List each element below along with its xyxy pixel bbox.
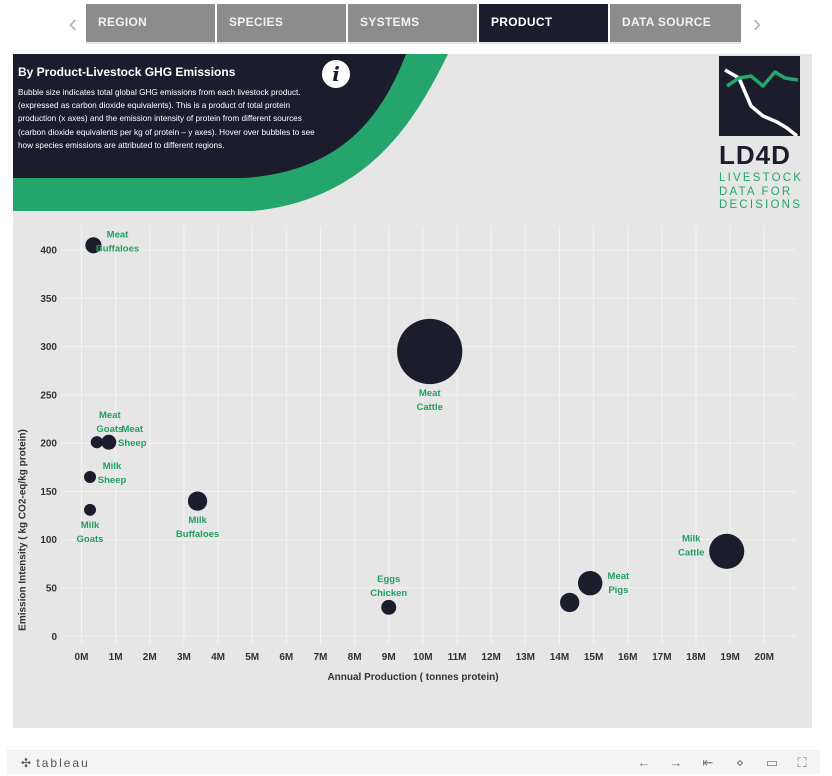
x-tick-label: 15M bbox=[584, 652, 603, 663]
logo-mark bbox=[719, 56, 800, 136]
data-label: Meat bbox=[107, 229, 129, 240]
data-label: Meat bbox=[419, 388, 441, 399]
tab-prev-chevron-icon[interactable]: ‹ bbox=[68, 8, 78, 38]
data-label: Milk bbox=[103, 461, 122, 472]
x-tick-label: 14M bbox=[550, 652, 569, 663]
logo-tagline-line: DECISIONS bbox=[719, 199, 803, 211]
x-tick-label: 18M bbox=[686, 652, 705, 663]
data-bubble bbox=[90, 436, 103, 449]
x-tick-label: 19M bbox=[720, 652, 739, 663]
x-tick-label: 8M bbox=[348, 652, 362, 663]
data-bubble bbox=[577, 570, 603, 596]
info-icon[interactable]: i bbox=[320, 58, 352, 90]
logo-tagline-line: LIVESTOCK bbox=[719, 172, 804, 184]
header-banner-shape bbox=[13, 54, 448, 211]
x-tick-label: 9M bbox=[382, 652, 396, 663]
data-bubble bbox=[560, 592, 580, 613]
tab-region[interactable]: REGION bbox=[86, 4, 215, 44]
dashboard-panel: By Product-Livestock GHG Emissions Bubbl… bbox=[13, 54, 812, 728]
x-tick-label: 7M bbox=[314, 652, 328, 663]
y-tick-label: 50 bbox=[46, 584, 58, 595]
data-bubble bbox=[84, 470, 97, 483]
y-tick-label: 350 bbox=[40, 294, 57, 305]
x-axis-label: Annual Production ( tonnes protein) bbox=[327, 672, 498, 683]
data-bubble bbox=[397, 318, 463, 385]
data-bubble bbox=[187, 491, 208, 511]
x-tick-label: 12M bbox=[481, 652, 500, 663]
page-title: By Product-Livestock GHG Emissions bbox=[18, 65, 236, 79]
tableau-mark-icon: ✣ bbox=[21, 756, 32, 770]
logo-name: LD4D bbox=[719, 140, 791, 170]
x-tick-label: 16M bbox=[618, 652, 637, 663]
data-label: Buffaloes bbox=[96, 243, 139, 254]
revert-icon[interactable]: ⇤ bbox=[702, 755, 714, 770]
fullscreen-icon[interactable]: ⛶ bbox=[797, 755, 807, 770]
y-tick-label: 300 bbox=[40, 342, 57, 353]
share-icon[interactable]: ⋄ bbox=[735, 755, 745, 770]
x-tick-label: 3M bbox=[177, 652, 191, 663]
chart-description: Bubble size indicates total global GHG e… bbox=[18, 88, 315, 150]
logo-tagline: LIVESTOCK DATA FOR DECISIONS bbox=[719, 172, 809, 213]
tableau-logo[interactable]: ✣ tableau bbox=[21, 756, 90, 770]
x-tick-label: 0M bbox=[75, 652, 89, 663]
y-tick-label: 250 bbox=[40, 390, 57, 401]
tab-bar: ‹ REGION SPECIES SYSTEMS PRODUCT DATA SO… bbox=[62, 4, 772, 44]
data-label: Milk bbox=[188, 515, 207, 526]
data-bubble bbox=[84, 503, 97, 516]
data-bubble bbox=[85, 237, 102, 254]
tableau-toolbar: ✣ tableau ← → ⇤ ⋄ ▭ ⛶ bbox=[7, 750, 820, 774]
data-bubble bbox=[381, 599, 397, 615]
data-label: Meat bbox=[121, 424, 143, 435]
logo-lines-icon bbox=[724, 68, 799, 136]
data-label: Chicken bbox=[370, 588, 407, 599]
x-tick-label: 6M bbox=[279, 652, 293, 663]
tab-next-chevron-icon[interactable]: › bbox=[752, 8, 762, 38]
tab-species[interactable]: SPECIES bbox=[217, 4, 346, 44]
y-tick-label: 400 bbox=[40, 246, 57, 257]
ld4d-logo: LD4D LIVESTOCK DATA FOR DECISIONS bbox=[719, 56, 803, 211]
data-label: Cattle bbox=[417, 402, 443, 413]
data-label: Eggs bbox=[377, 574, 400, 585]
x-tick-label: 11M bbox=[448, 652, 467, 663]
redo-icon[interactable]: → bbox=[669, 755, 683, 770]
data-label: Goats bbox=[77, 534, 104, 545]
data-label: Pigs bbox=[608, 585, 628, 596]
tab-systems[interactable]: SYSTEMS bbox=[348, 4, 477, 44]
y-axis-label: Emission Intensity ( kg CO2-eq/kg protei… bbox=[17, 429, 29, 631]
logo-tagline-line: DATA FOR bbox=[719, 185, 793, 198]
tab-data-source[interactable]: DATA SOURCE bbox=[610, 4, 741, 44]
x-tick-label: 10M bbox=[413, 652, 432, 663]
x-tick-label: 20M bbox=[755, 652, 774, 663]
y-tick-label: 100 bbox=[40, 535, 57, 546]
undo-icon[interactable]: ← bbox=[637, 755, 651, 770]
data-bubble bbox=[709, 533, 745, 569]
x-tick-label: 2M bbox=[143, 652, 157, 663]
y-tick-label: 0 bbox=[51, 632, 57, 643]
data-label: Milk bbox=[682, 533, 701, 544]
data-label: Sheep bbox=[118, 438, 147, 449]
tableau-brand: tableau bbox=[36, 756, 90, 770]
x-tick-label: 1M bbox=[109, 652, 123, 663]
data-label: Sheep bbox=[98, 475, 127, 486]
comment-icon[interactable]: ▭ bbox=[765, 755, 779, 770]
y-tick-label: 200 bbox=[40, 439, 57, 450]
data-label: Meat bbox=[99, 410, 121, 421]
data-label: Buffaloes bbox=[176, 529, 219, 540]
bubble-chart: 0 50 100 150 200 250 300 350 400 0M 1M 2M 3M 4M 5M 6M 7M… bbox=[40, 226, 795, 683]
data-label: Goats bbox=[96, 424, 123, 435]
data-bubble bbox=[101, 434, 117, 450]
x-tick-label: 13M bbox=[516, 652, 535, 663]
data-label: Cattle bbox=[678, 547, 704, 558]
x-tick-label: 5M bbox=[245, 652, 259, 663]
data-label: Meat bbox=[608, 571, 630, 582]
tab-product[interactable]: PRODUCT bbox=[479, 4, 608, 44]
x-tick-label: 17M bbox=[652, 652, 671, 663]
x-tick-label: 4M bbox=[211, 652, 225, 663]
data-label: Milk bbox=[81, 520, 100, 531]
y-tick-label: 150 bbox=[40, 487, 57, 498]
